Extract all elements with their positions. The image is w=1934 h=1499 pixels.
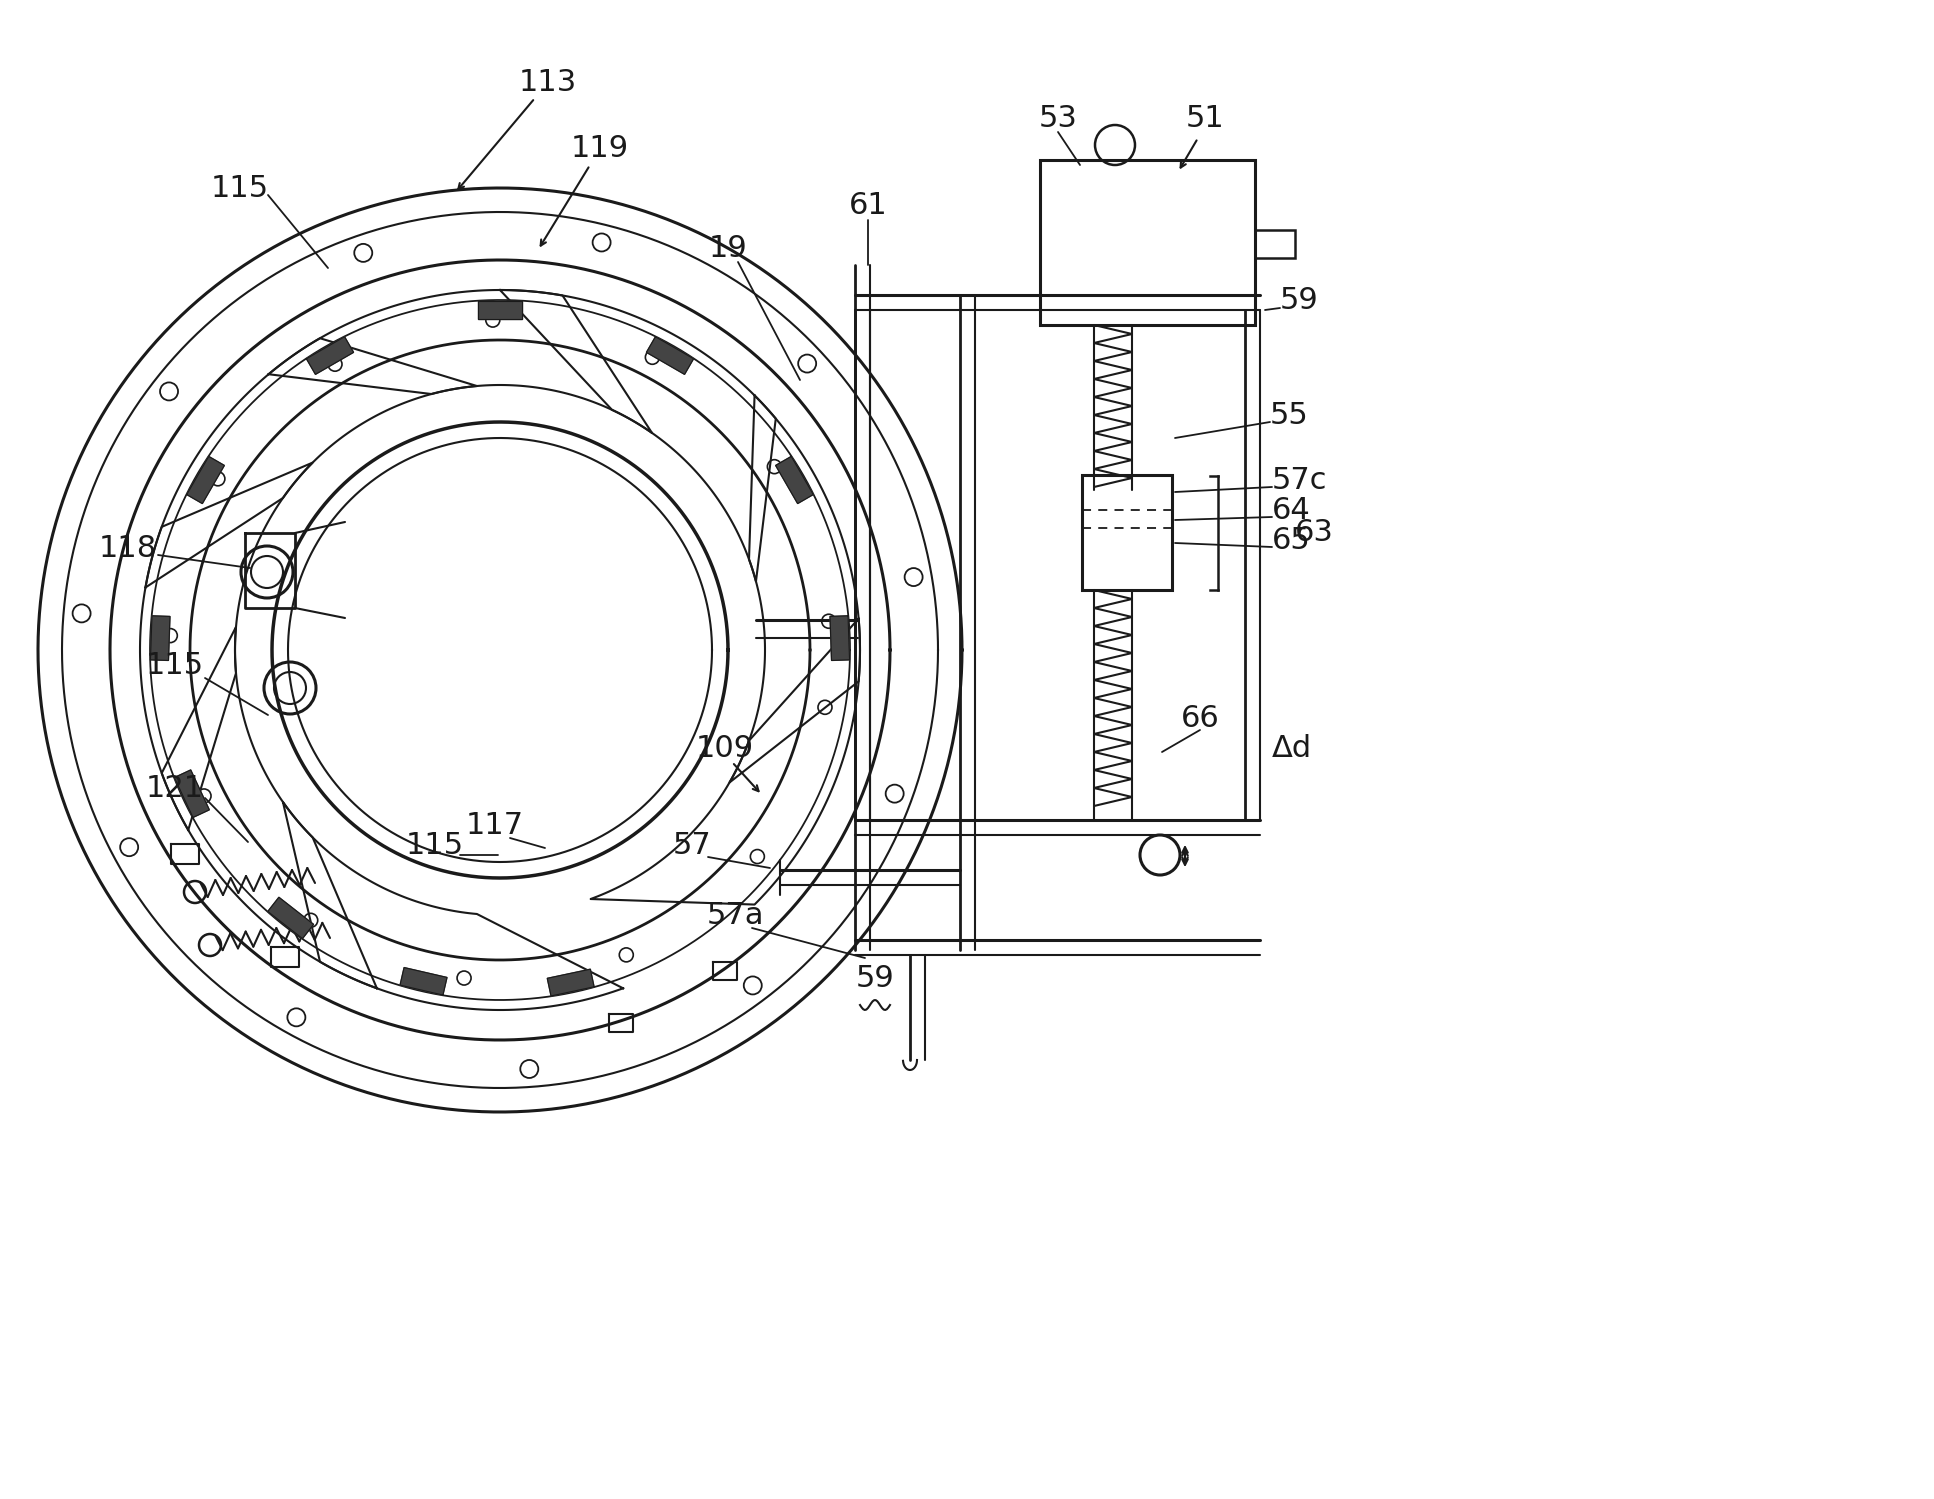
Text: 65: 65 xyxy=(1273,526,1311,555)
Polygon shape xyxy=(646,337,694,375)
Polygon shape xyxy=(478,301,522,319)
Text: 57c: 57c xyxy=(1273,466,1327,495)
Text: 113: 113 xyxy=(518,67,576,96)
Polygon shape xyxy=(547,970,594,995)
Text: 57a: 57a xyxy=(706,901,764,929)
Text: 66: 66 xyxy=(1180,703,1218,733)
Polygon shape xyxy=(151,616,170,661)
Text: 119: 119 xyxy=(571,133,629,162)
Text: 51: 51 xyxy=(1186,103,1224,132)
Text: 19: 19 xyxy=(708,234,747,262)
Polygon shape xyxy=(188,457,224,504)
Polygon shape xyxy=(267,898,313,938)
Text: 59: 59 xyxy=(1280,285,1319,315)
Bar xyxy=(1040,160,1255,325)
Bar xyxy=(1255,229,1296,258)
Text: Δd: Δd xyxy=(1273,733,1311,763)
Text: 57: 57 xyxy=(673,830,712,859)
Text: 61: 61 xyxy=(849,190,888,219)
Bar xyxy=(1081,475,1172,591)
Polygon shape xyxy=(776,457,812,504)
Text: 55: 55 xyxy=(1271,400,1309,430)
Text: 115: 115 xyxy=(406,830,464,859)
Text: 109: 109 xyxy=(696,733,754,763)
Polygon shape xyxy=(400,967,447,995)
Polygon shape xyxy=(830,616,849,661)
Text: 115: 115 xyxy=(211,174,269,202)
Text: 59: 59 xyxy=(855,964,894,992)
Text: 63: 63 xyxy=(1296,517,1334,547)
Text: 53: 53 xyxy=(1039,103,1077,132)
Text: 118: 118 xyxy=(99,534,157,562)
Text: 115: 115 xyxy=(145,651,205,679)
Text: 64: 64 xyxy=(1273,496,1311,525)
Polygon shape xyxy=(306,337,354,375)
Text: 117: 117 xyxy=(466,811,524,839)
Polygon shape xyxy=(174,770,209,817)
Text: 121: 121 xyxy=(145,773,205,802)
